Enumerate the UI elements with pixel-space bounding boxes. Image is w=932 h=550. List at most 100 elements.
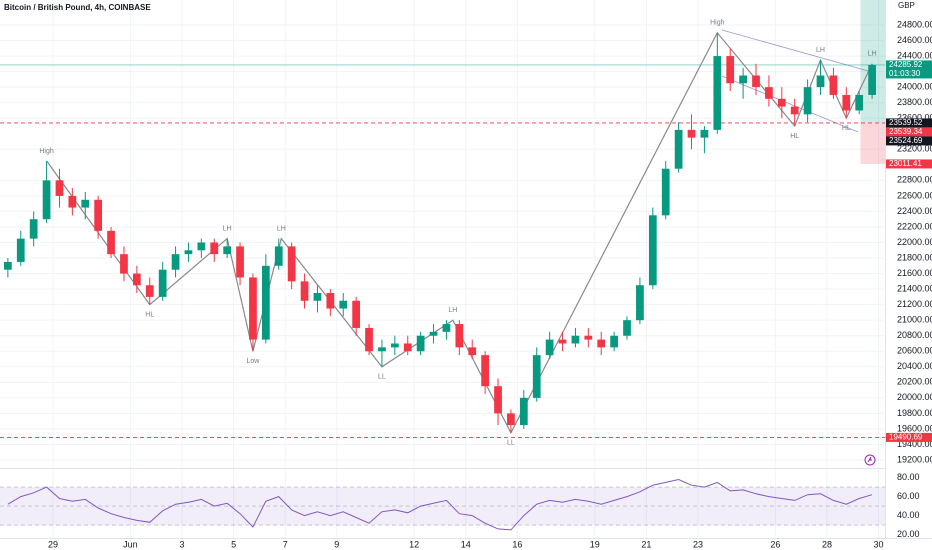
x-tick-label: 9 [334, 539, 339, 549]
candle-body [287, 246, 296, 282]
alert-icon[interactable] [864, 454, 876, 466]
y-tick-label: 20000.00 [897, 392, 932, 402]
candle-body [687, 129, 696, 138]
y-tick-label: 22600.00 [897, 190, 932, 200]
candle-body [184, 250, 193, 255]
candle-body [55, 180, 64, 196]
candle-body [416, 335, 425, 352]
candle-body [532, 355, 541, 398]
pivot-label: LH [816, 47, 825, 54]
candle-body [842, 94, 851, 111]
x-tick-label: 30 [874, 539, 884, 549]
candle-body [803, 87, 812, 115]
y-tick-label: 23800.00 [897, 97, 932, 107]
grid [0, 0, 885, 539]
y-tick-label: 24000.00 [897, 82, 932, 92]
candle-body [352, 300, 361, 328]
y-tick-label: 20600.00 [897, 346, 932, 356]
pivot-label: HL [842, 125, 851, 132]
candle-body [365, 327, 373, 352]
candle-body [777, 98, 786, 107]
x-tick-label: 21 [641, 539, 651, 549]
candle-body [81, 199, 90, 208]
candle-body [274, 246, 283, 266]
candle-body [468, 347, 477, 356]
rsi-line [7, 478, 873, 531]
candle-body [132, 273, 141, 286]
candle-body [210, 242, 219, 255]
candle-body [648, 215, 657, 286]
pivot-label: LL [507, 440, 515, 447]
candle-body [94, 199, 103, 231]
candle-body [597, 339, 606, 348]
candle-body [610, 335, 618, 348]
pivot-label: LH [277, 225, 286, 232]
candle-body [42, 180, 51, 220]
candle-body [507, 413, 515, 426]
x-tick-label: 3 [179, 539, 184, 549]
pivot-label: LL [378, 374, 386, 381]
y-tick-label: 24800.00 [897, 19, 932, 29]
candle-body [571, 335, 580, 344]
y-tick-label: 19200.00 [897, 454, 932, 464]
x-tick-label: 14 [461, 539, 471, 549]
candle-body [223, 246, 232, 255]
candle-body [145, 285, 154, 297]
y-tick-label: 24400.00 [897, 50, 932, 60]
x-tick-label: 7 [283, 539, 288, 549]
price-label-box [886, 127, 932, 137]
candle-body [442, 324, 451, 332]
pivot-label: High [710, 20, 725, 27]
y-tick-label: 21000.00 [897, 315, 932, 325]
pivot-label: HL [790, 133, 799, 140]
candle-body [739, 75, 747, 84]
candle-body [494, 386, 502, 414]
pivot-label: LH [868, 51, 877, 58]
candle-body [120, 254, 128, 274]
candle-body [726, 56, 735, 84]
x-tick-label: Jun [123, 539, 138, 549]
candle-body [816, 75, 825, 88]
candle-body [249, 277, 257, 340]
rsi-tick-label: 60.00 [897, 491, 920, 501]
y-tick-label: 20400.00 [897, 361, 932, 371]
price-label-box [886, 118, 932, 128]
x-tick-label: 28 [822, 539, 832, 549]
candle-body [868, 64, 876, 95]
x-tick-label: 29 [48, 539, 58, 549]
price-label: 23524.69 [889, 136, 923, 145]
price-label: 23539.34 [889, 127, 923, 136]
candle-body [236, 246, 244, 278]
x-tick-label: 12 [409, 539, 419, 549]
x-tick-label: 5 [231, 539, 236, 549]
x-tick-label: 16 [512, 539, 522, 549]
currency: GBP [898, 1, 915, 10]
price-label: 23539.52 [889, 118, 923, 127]
candle-body [68, 195, 77, 208]
pivot-label: LH [448, 307, 457, 314]
candle-body [197, 242, 206, 251]
candle-body [107, 230, 115, 255]
candle-body [519, 397, 528, 426]
candle-body [623, 320, 631, 336]
y-tick-label: 21600.00 [897, 268, 932, 278]
y-tick-label: 22200.00 [897, 221, 932, 231]
pivot-label: High [39, 148, 54, 155]
candle-body [765, 87, 773, 99]
candle-body [661, 168, 670, 216]
price-label-box [886, 136, 932, 146]
x-tick-label: 23 [693, 539, 703, 549]
candle-body [300, 281, 309, 301]
rsi-tick-label: 40.00 [897, 510, 920, 520]
candle-body [29, 219, 38, 239]
y-tick-label: 22800.00 [897, 175, 932, 185]
candle-body [829, 75, 838, 95]
y-tick-label: 21400.00 [897, 283, 932, 293]
countdown: 01:03:30 [889, 69, 921, 78]
candle-body [339, 300, 348, 309]
pivot-label: Low [247, 358, 261, 365]
y-tick-label: 20800.00 [897, 330, 932, 340]
price-label-box [886, 159, 932, 169]
candle-body [584, 335, 593, 340]
position-loss [860, 122, 885, 164]
